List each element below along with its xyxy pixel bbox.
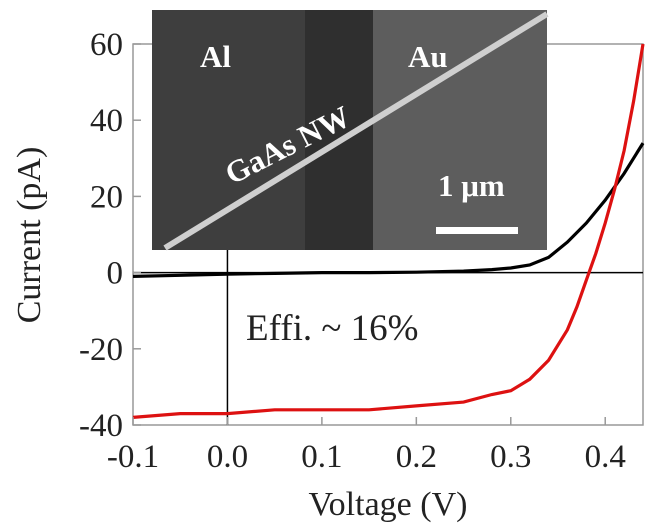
- x-tick-label: -0.1: [107, 439, 159, 475]
- y-tick-label: -20: [79, 332, 123, 368]
- efficiency-annotation: Effi. ~ 16%: [246, 308, 418, 349]
- x-tick-label: 0.2: [396, 439, 437, 475]
- y-tick-label: 20: [90, 179, 123, 215]
- sem-inset: Al Au GaAs NW 1 μm: [152, 10, 549, 251]
- inset-label-al: Al: [200, 39, 231, 74]
- y-tick-label: 40: [90, 103, 123, 139]
- scale-bar: [436, 227, 518, 234]
- x-tick-label: 0.3: [490, 439, 531, 475]
- x-tick-label: 0.4: [585, 439, 626, 475]
- x-tick-label: 0.1: [301, 439, 342, 475]
- inset-label-scale: 1 μm: [438, 168, 505, 203]
- x-axis: -0.1 0.0 0.1 0.2 0.3 0.4: [107, 417, 626, 475]
- x-tick-label: 0.0: [207, 439, 248, 475]
- inset-au-electrode: [373, 10, 547, 250]
- series-dark-line: [132, 142, 645, 278]
- y-tick-label: 60: [90, 27, 123, 63]
- y-axis-title: Current (pA): [11, 147, 48, 324]
- y-tick-label: -40: [79, 408, 123, 444]
- y-axis: -40 -20 0 20 40 60: [79, 27, 141, 444]
- series-light-line: [132, 43, 645, 419]
- x-axis-title: Voltage (V): [309, 486, 468, 523]
- inset-label-au: Au: [408, 39, 448, 74]
- y-tick-label: 0: [107, 256, 124, 292]
- nanowire: [163, 11, 549, 251]
